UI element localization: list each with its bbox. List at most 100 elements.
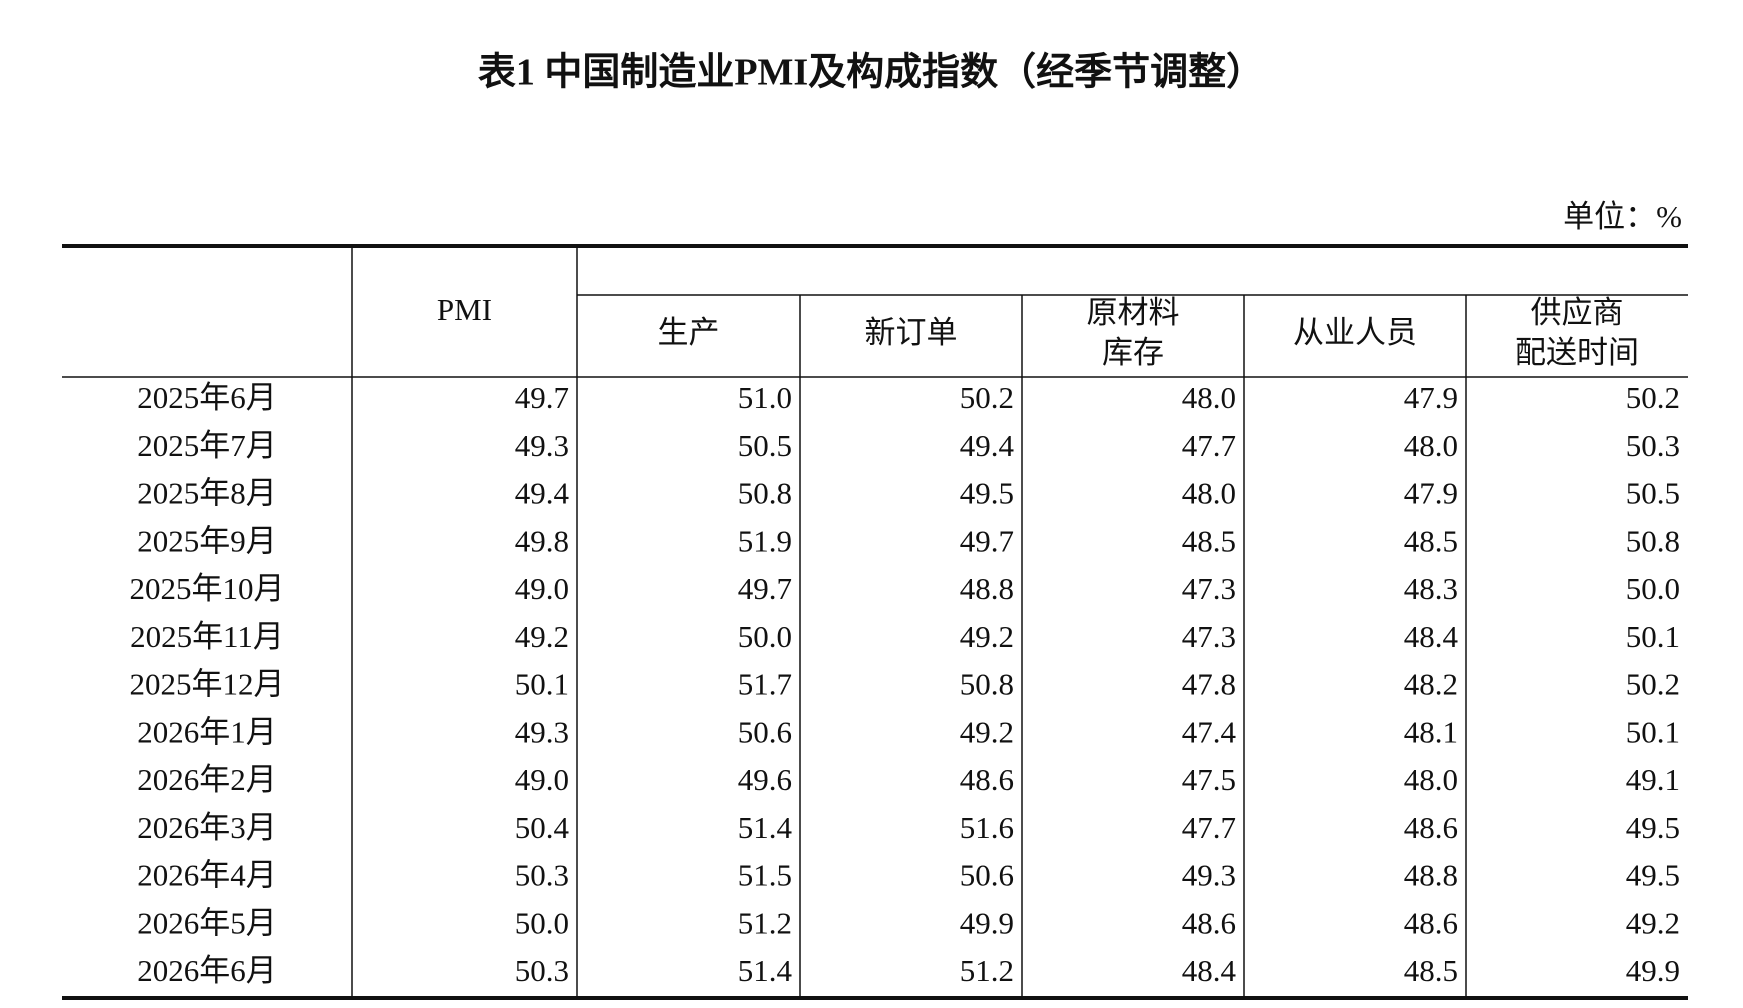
cell-value: 47.4 xyxy=(1182,714,1237,749)
cell-value: 51.2 xyxy=(960,953,1014,988)
cell-value: 49.2 xyxy=(960,714,1014,749)
row-label: 2025年12月 xyxy=(130,667,285,702)
row-label: 2026年2月 xyxy=(137,762,277,797)
row-label: 2026年5月 xyxy=(137,905,277,940)
cell-value: 49.4 xyxy=(515,476,570,511)
cell-value: 49.6 xyxy=(738,762,792,797)
cell-value: 47.3 xyxy=(1182,571,1236,606)
cell-value: 49.7 xyxy=(960,523,1014,558)
cell-value: 48.8 xyxy=(1404,858,1458,893)
cell-value: 50.0 xyxy=(1626,571,1680,606)
cell-value: 50.3 xyxy=(1626,428,1680,463)
cell-value: 47.7 xyxy=(1182,428,1236,463)
cell-value: 49.5 xyxy=(960,476,1014,511)
cell-value: 47.7 xyxy=(1182,810,1236,845)
cell-value: 49.3 xyxy=(1182,858,1236,893)
cell-value: 51.6 xyxy=(960,810,1014,845)
title: 表1 中国制造业PMI及构成指数（经季节调整） xyxy=(478,52,1264,94)
column-header: 新订单 xyxy=(865,315,958,350)
cell-value: 51.5 xyxy=(738,858,792,893)
cell-value: 49.0 xyxy=(515,571,569,606)
unit: 单位：% xyxy=(1563,199,1682,234)
cell-value: 49.9 xyxy=(960,905,1014,940)
cell-value: 48.0 xyxy=(1182,476,1236,511)
cell-value: 49.3 xyxy=(515,428,569,463)
row-label: 2025年7月 xyxy=(137,428,277,463)
cell-value: 49.4 xyxy=(960,428,1015,463)
cell-value: 47.3 xyxy=(1182,619,1236,654)
cell-value: 48.6 xyxy=(1182,905,1236,940)
cell-value: 50.3 xyxy=(515,953,569,988)
column-header: 生产 xyxy=(658,315,720,350)
cell-value: 48.5 xyxy=(1404,953,1458,988)
cell-value: 50.2 xyxy=(1626,380,1680,415)
cell-value: 51.4 xyxy=(738,810,793,845)
cell-value: 50.1 xyxy=(1626,619,1680,654)
column-header: 配送时间 xyxy=(1515,335,1639,370)
cell-value: 48.0 xyxy=(1182,380,1236,415)
cell-value: 50.3 xyxy=(515,858,569,893)
column-header: 原材料 xyxy=(1087,295,1180,330)
column-header: 供应商 xyxy=(1531,295,1624,330)
cell-value: 50.1 xyxy=(515,667,569,702)
cell-value: 50.5 xyxy=(738,428,792,463)
cell-value: 48.0 xyxy=(1404,428,1458,463)
cell-value: 49.7 xyxy=(515,380,569,415)
row-label: 2025年9月 xyxy=(137,523,277,558)
cell-value: 47.8 xyxy=(1182,667,1236,702)
cell-value: 49.5 xyxy=(1626,810,1680,845)
cell-value: 49.2 xyxy=(960,619,1014,654)
cell-value: 48.4 xyxy=(1182,953,1237,988)
cell-value: 49.5 xyxy=(1626,858,1680,893)
column-header: 库存 xyxy=(1102,335,1164,370)
cell-value: 49.2 xyxy=(1626,905,1680,940)
cell-value: 51.0 xyxy=(738,380,792,415)
cell-value: 49.3 xyxy=(515,714,569,749)
row-label: 2026年6月 xyxy=(137,953,277,988)
row-label: 2025年11月 xyxy=(130,619,284,654)
cell-value: 51.2 xyxy=(738,905,792,940)
cell-value: 48.5 xyxy=(1182,523,1236,558)
cell-value: 50.0 xyxy=(515,905,569,940)
cell-value: 48.6 xyxy=(960,762,1014,797)
cell-value: 47.9 xyxy=(1404,380,1458,415)
cell-value: 48.0 xyxy=(1404,762,1458,797)
cell-value: 50.2 xyxy=(960,380,1014,415)
row-label: 2025年6月 xyxy=(137,380,277,415)
row-label: 2026年3月 xyxy=(137,810,277,845)
cell-value: 48.2 xyxy=(1404,667,1458,702)
cell-value: 51.9 xyxy=(738,523,792,558)
cell-value: 48.4 xyxy=(1404,619,1459,654)
cell-value: 49.2 xyxy=(515,619,569,654)
cell-value: 48.1 xyxy=(1404,714,1458,749)
cell-value: 51.7 xyxy=(738,667,792,702)
cell-value: 49.0 xyxy=(515,762,569,797)
cell-value: 48.6 xyxy=(1404,810,1458,845)
cell-value: 50.6 xyxy=(960,858,1014,893)
cell-value: 48.6 xyxy=(1404,905,1458,940)
cell-value: 50.2 xyxy=(1626,667,1680,702)
cell-value: 50.6 xyxy=(738,714,792,749)
row-label: 2026年1月 xyxy=(137,714,277,749)
cell-value: 48.8 xyxy=(960,571,1014,606)
cell-value: 47.5 xyxy=(1182,762,1236,797)
cell-value: 50.8 xyxy=(960,667,1014,702)
row-label: 2026年4月 xyxy=(137,858,277,893)
cell-value: 48.5 xyxy=(1404,523,1458,558)
cell-value: 51.4 xyxy=(738,953,793,988)
cell-value: 50.0 xyxy=(738,619,792,654)
cell-value: 49.7 xyxy=(738,571,792,606)
row-label: 2025年8月 xyxy=(137,476,277,511)
cell-value: 47.9 xyxy=(1404,476,1458,511)
cell-value: 50.5 xyxy=(1626,476,1680,511)
cell-value: 50.8 xyxy=(738,476,792,511)
cell-value: 49.1 xyxy=(1626,762,1680,797)
column-header: PMI xyxy=(437,292,492,327)
cell-value: 50.4 xyxy=(515,810,570,845)
cell-value: 48.3 xyxy=(1404,571,1458,606)
cell-value: 49.9 xyxy=(1626,953,1680,988)
cell-value: 50.8 xyxy=(1626,523,1680,558)
